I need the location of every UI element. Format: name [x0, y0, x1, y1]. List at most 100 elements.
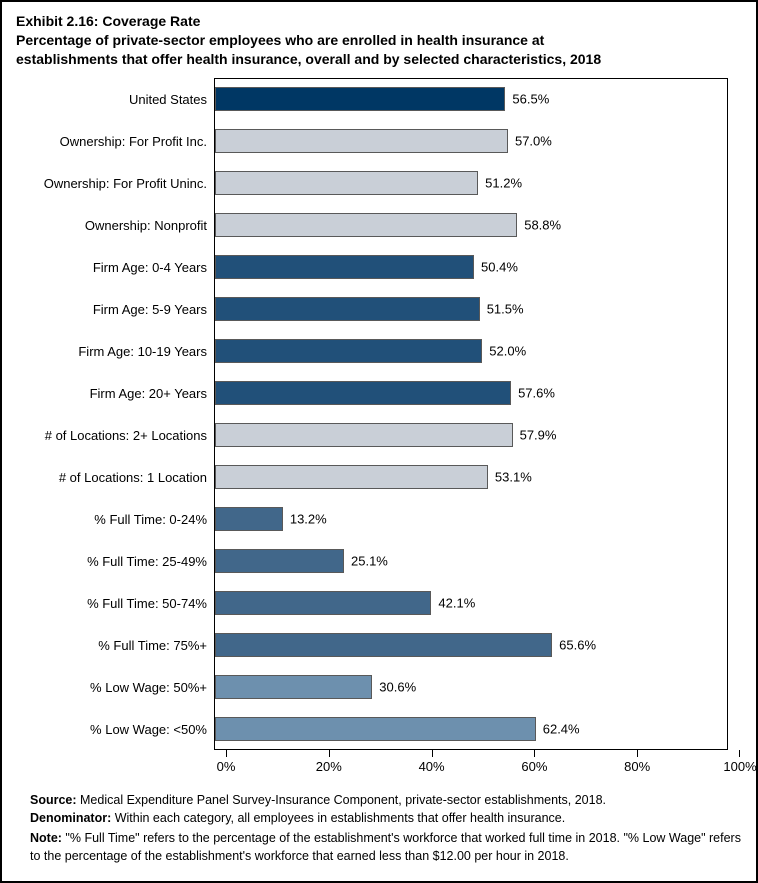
category-label: % Full Time: 0-24%: [94, 511, 207, 527]
bar-area: 13.2%: [214, 498, 728, 540]
x-axis-tick: [637, 750, 639, 757]
bar: [215, 129, 508, 153]
x-axis-tick-label: 60%: [521, 759, 548, 774]
category-label: # of Locations: 2+ Locations: [44, 427, 207, 443]
bar-rows: United States 56.5% Ownership: For Profit …: [14, 78, 756, 750]
bar-area: 53.1%: [214, 456, 728, 498]
bar-row: # of Locations: 2+ Locations 57.9%: [14, 414, 756, 456]
category-label: Firm Age: 5-9 Years: [92, 301, 207, 317]
bar-area: 42.1%: [214, 582, 728, 624]
bar: [215, 297, 480, 321]
value-label: 42.1%: [438, 595, 476, 611]
category-label: Firm Age: 10-19 Years: [78, 343, 207, 359]
x-axis-tick: [328, 750, 330, 757]
value-label: 57.6%: [518, 385, 555, 401]
exhibit-title: Exhibit 2.16: Coverage Rate: [16, 13, 201, 29]
category-label: % Full Time: 75%+: [98, 637, 207, 653]
value-label: 13.2%: [289, 511, 327, 527]
bar-area: 65.6%: [214, 624, 728, 666]
bar-row: Firm Age: 20+ Years 57.6%: [14, 372, 756, 414]
bar-row: % Full Time: 75%+ 65.6%: [14, 624, 756, 666]
bar-area: 50.4%: [214, 246, 728, 288]
bar-row: Firm Age: 10-19 Years 52.0%: [14, 330, 756, 372]
bar-area: 56.5%: [214, 78, 728, 120]
bar: [215, 465, 488, 489]
x-axis-tick: [226, 750, 227, 757]
x-axis-tick: [739, 750, 740, 757]
bar: [215, 171, 479, 195]
value-label: 51.2%: [485, 175, 523, 191]
value-label: 57.9%: [519, 427, 557, 443]
category-label: # of Locations: 1 Location: [58, 469, 207, 485]
bar: [215, 423, 513, 447]
bar: [215, 255, 475, 279]
bar-row: Ownership: For Profit Inc. 57.0%: [14, 120, 756, 162]
bar: [215, 507, 283, 531]
bar-area: 57.6%: [214, 372, 728, 414]
bar-area: 30.6%: [214, 666, 728, 708]
bar-area: 57.0%: [214, 120, 728, 162]
x-axis-tick-label: 40%: [418, 759, 445, 774]
bar: [215, 591, 432, 615]
bar-chart: United States 56.5% Ownership: For Profit …: [2, 78, 756, 780]
bar: [215, 717, 536, 741]
footnote-note-lead: Note:: [30, 831, 62, 845]
x-axis-tick-label: 100%: [723, 759, 757, 774]
footnote-note-text: "% Full Time" refers to the percentage o…: [30, 831, 741, 863]
bar-row: % Full Time: 0-24% 13.2%: [14, 498, 756, 540]
category-label: % Low Wage: 50%+: [90, 679, 207, 695]
bar-area: 58.8%: [214, 204, 728, 246]
bar-row: % Low Wage: <50% 62.4%: [14, 708, 756, 750]
x-axis-tick: [534, 750, 536, 757]
bar-row: Firm Age: 0-4 Years 50.4%: [14, 246, 756, 288]
bar: [215, 213, 518, 237]
bar-row: Firm Age: 5-9 Years 51.5%: [14, 288, 756, 330]
category-label: Ownership: For Profit Uninc.: [43, 175, 207, 191]
x-axis: 0% 20% 40% 60% 80% 100%: [217, 750, 756, 780]
bar-row: % Full Time: 50-74% 42.1%: [14, 582, 756, 624]
category-label: Ownership: Nonprofit: [84, 217, 207, 233]
value-label: 62.4%: [542, 721, 580, 737]
footnote-note: Note: "% Full Time" refers to the percen…: [30, 830, 742, 865]
bar-row: % Low Wage: 50%+ 30.6%: [14, 666, 756, 708]
subtitle-line-2: establishments that offer health insuran…: [16, 51, 602, 67]
footnote-denominator: Denominator: Within each category, all e…: [30, 810, 742, 828]
value-label: 57.0%: [514, 133, 552, 149]
x-axis-tick-label: 20%: [315, 759, 342, 774]
category-label: % Full Time: 50-74%: [87, 595, 207, 611]
footnote-source-text: Medical Expenditure Panel Survey-Insuran…: [76, 793, 606, 807]
footnote-denominator-text: Within each category, all employees in e…: [111, 810, 566, 825]
category-label: Firm Age: 0-4 Years: [92, 259, 207, 275]
bar-row: # of Locations: 1 Location 53.1%: [14, 456, 756, 498]
value-label: 58.8%: [524, 217, 562, 233]
bar-area: 52.0%: [214, 330, 728, 372]
bar: [215, 381, 512, 405]
category-label: Firm Age: 20+ Years: [89, 385, 207, 401]
category-label: % Low Wage: <50%: [90, 721, 207, 737]
footnote-source: Source: Medical Expenditure Panel Survey…: [30, 792, 742, 810]
category-label: Ownership: For Profit Inc.: [59, 133, 207, 149]
footnote-denominator-lead: Denominator:: [30, 810, 112, 825]
value-label: 52.0%: [489, 343, 527, 359]
bar-area: 25.1%: [214, 540, 728, 582]
category-label: % Full Time: 25-49%: [87, 553, 207, 569]
category-label: United States: [128, 91, 207, 107]
value-label: 50.4%: [481, 259, 518, 275]
bar-row: Ownership: For Profit Uninc. 51.2%: [14, 162, 756, 204]
footnote-source-lead: Source:: [30, 793, 77, 807]
value-label: 65.6%: [559, 637, 597, 653]
bar: [215, 675, 373, 699]
bar-area: 62.4%: [214, 708, 728, 750]
bar: [215, 633, 553, 657]
value-label: 56.5%: [512, 91, 550, 107]
bar-row: Ownership: Nonprofit 58.8%: [14, 204, 756, 246]
subtitle-line-1: Percentage of private-sector employees w…: [16, 32, 545, 48]
value-label: 25.1%: [351, 553, 388, 569]
bar: [215, 549, 344, 573]
x-axis-tick: [431, 750, 433, 757]
bar-row: % Full Time: 25-49% 25.1%: [14, 540, 756, 582]
bar: [215, 87, 506, 111]
value-label: 53.1%: [494, 469, 532, 485]
x-axis-tick-label: 80%: [624, 759, 651, 774]
bar: [215, 339, 483, 363]
